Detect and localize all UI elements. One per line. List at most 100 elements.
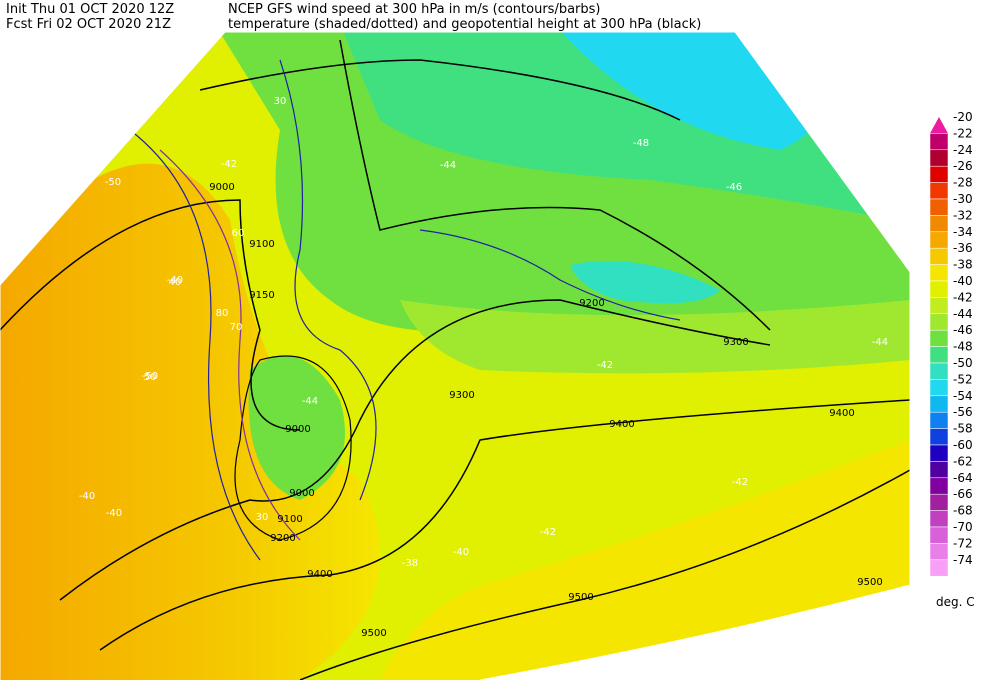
map-border: [0, 31, 911, 681]
colorbar-unit: deg. C: [936, 595, 975, 609]
colorbar: -20 -22 -24 -26 -28 -30 -32 -34 -36 -38 -40 -42 -44 -…: [929, 110, 973, 577]
colorbar-label: -32: [953, 208, 973, 222]
colorbar-label: -70: [953, 520, 973, 534]
colorbar-swatch: [929, 215, 949, 233]
forecast-time: Fcst Fri 02 OCT 2020 21Z: [6, 17, 171, 32]
colorbar-swatch: [929, 182, 949, 200]
colorbar-label: -72: [953, 536, 973, 550]
colorbar-label: -44: [953, 307, 973, 321]
colorbar-label: -40: [953, 274, 973, 288]
colorbar-swatch: [929, 444, 949, 462]
colorbar-arrow: [930, 117, 948, 134]
colorbar-swatch: [929, 362, 949, 380]
map-labels: 9000 9100 9150 9000 9000 9100 9200 9300 9400 9400…: [79, 96, 888, 639]
colorbar-swatch: [929, 198, 949, 216]
temperature-label: -42: [221, 159, 237, 170]
colorbar-swatch: [929, 461, 949, 479]
colorbar-swatch: [929, 379, 949, 397]
height-label: 9000: [289, 488, 314, 499]
temperature-label: -42: [540, 527, 556, 538]
height-label: 9000: [285, 424, 310, 435]
wind-label: 80: [216, 308, 229, 319]
colorbar-swatch: [929, 477, 949, 495]
colorbar-label: -60: [953, 438, 973, 452]
colorbar-label: -52: [953, 372, 973, 386]
colorbar-swatch: [929, 428, 949, 446]
colorbar-swatch: [929, 543, 949, 561]
temperature-label: -44: [440, 160, 456, 171]
height-label: 9300: [449, 390, 474, 401]
colorbar-swatch: [929, 133, 949, 151]
colorbar-swatch: [929, 510, 949, 528]
height-label: 9500: [857, 577, 882, 588]
map-title: NCEP GFS wind speed at 300 hPa in m/s (c…: [228, 2, 601, 17]
init-time: Init Thu 01 OCT 2020 12Z: [6, 2, 174, 17]
temperature-label: -48: [633, 138, 649, 149]
colorbar-swatch: [929, 280, 949, 298]
colorbar-swatch: [929, 395, 949, 413]
colorbar-label: -68: [953, 504, 973, 518]
wind-label: 70: [230, 322, 243, 333]
colorbar-label: -24: [953, 143, 973, 157]
colorbar-swatch: [929, 346, 949, 364]
height-label: 9500: [361, 628, 386, 639]
temperature-label: -40: [453, 547, 469, 558]
wind-label: 30: [274, 96, 287, 107]
colorbar-swatch: [929, 493, 949, 511]
temperature-label: -40: [167, 275, 183, 286]
height-label: 9400: [829, 408, 854, 419]
colorbar-swatch: [929, 149, 949, 167]
colorbar-swatch: [929, 297, 949, 315]
colorbar-label: -46: [953, 323, 973, 337]
temperature-label: -46: [726, 182, 742, 193]
colorbar-label: -62: [953, 454, 973, 468]
colorbar-label: -30: [953, 192, 973, 206]
height-label: 9300: [723, 337, 748, 348]
colorbar-label: -74: [953, 553, 973, 567]
temperature-label: -40: [79, 491, 95, 502]
wind-label: 50: [144, 372, 157, 383]
colorbar-label: -54: [953, 389, 973, 403]
temperature-label: -44: [872, 337, 888, 348]
height-label: 9200: [270, 533, 295, 544]
height-label: 9400: [307, 569, 332, 580]
height-label: 9200: [579, 298, 604, 309]
colorbar-swatch: [929, 526, 949, 544]
colorbar-swatch: [929, 559, 949, 577]
height-label: 9500: [568, 592, 593, 603]
colorbar-label: -36: [953, 241, 973, 255]
colorbar-swatch: [929, 231, 949, 249]
height-label: 9000: [209, 182, 234, 193]
colorbar-label: -66: [953, 487, 973, 501]
colorbar-swatch: [929, 264, 949, 282]
height-label: 9150: [249, 290, 274, 301]
colorbar-label: -50: [953, 356, 973, 370]
colorbar-label: -58: [953, 422, 973, 436]
height-label: 9400: [609, 419, 634, 430]
temperature-label: -42: [597, 360, 613, 371]
height-label: 9100: [249, 239, 274, 250]
colorbar-label: -48: [953, 340, 973, 354]
map-subtitle: temperature (shaded/dotted) and geopoten…: [228, 17, 701, 32]
wind-label: 40: [169, 277, 182, 288]
height-label: 9100: [277, 514, 302, 525]
temperature-label: -50: [142, 371, 158, 382]
temperature-label: -38: [402, 558, 418, 569]
colorbar-label: -26: [953, 159, 973, 173]
temperature-label: -40: [106, 508, 122, 519]
colorbar-swatch: [929, 313, 949, 331]
colorbar-label: -20: [953, 110, 973, 124]
colorbar-label: -34: [953, 225, 973, 239]
colorbar-label: -38: [953, 258, 973, 272]
wind-label: 30: [256, 512, 269, 523]
temperature-label: -42: [732, 477, 748, 488]
colorbar-label: -42: [953, 290, 973, 304]
colorbar-label: -64: [953, 471, 973, 485]
colorbar-label: -56: [953, 405, 973, 419]
colorbar-swatch: [929, 247, 949, 265]
temperature-label: -44: [302, 396, 318, 407]
wind-label: 60: [232, 228, 245, 239]
colorbar-swatch: [929, 411, 949, 429]
